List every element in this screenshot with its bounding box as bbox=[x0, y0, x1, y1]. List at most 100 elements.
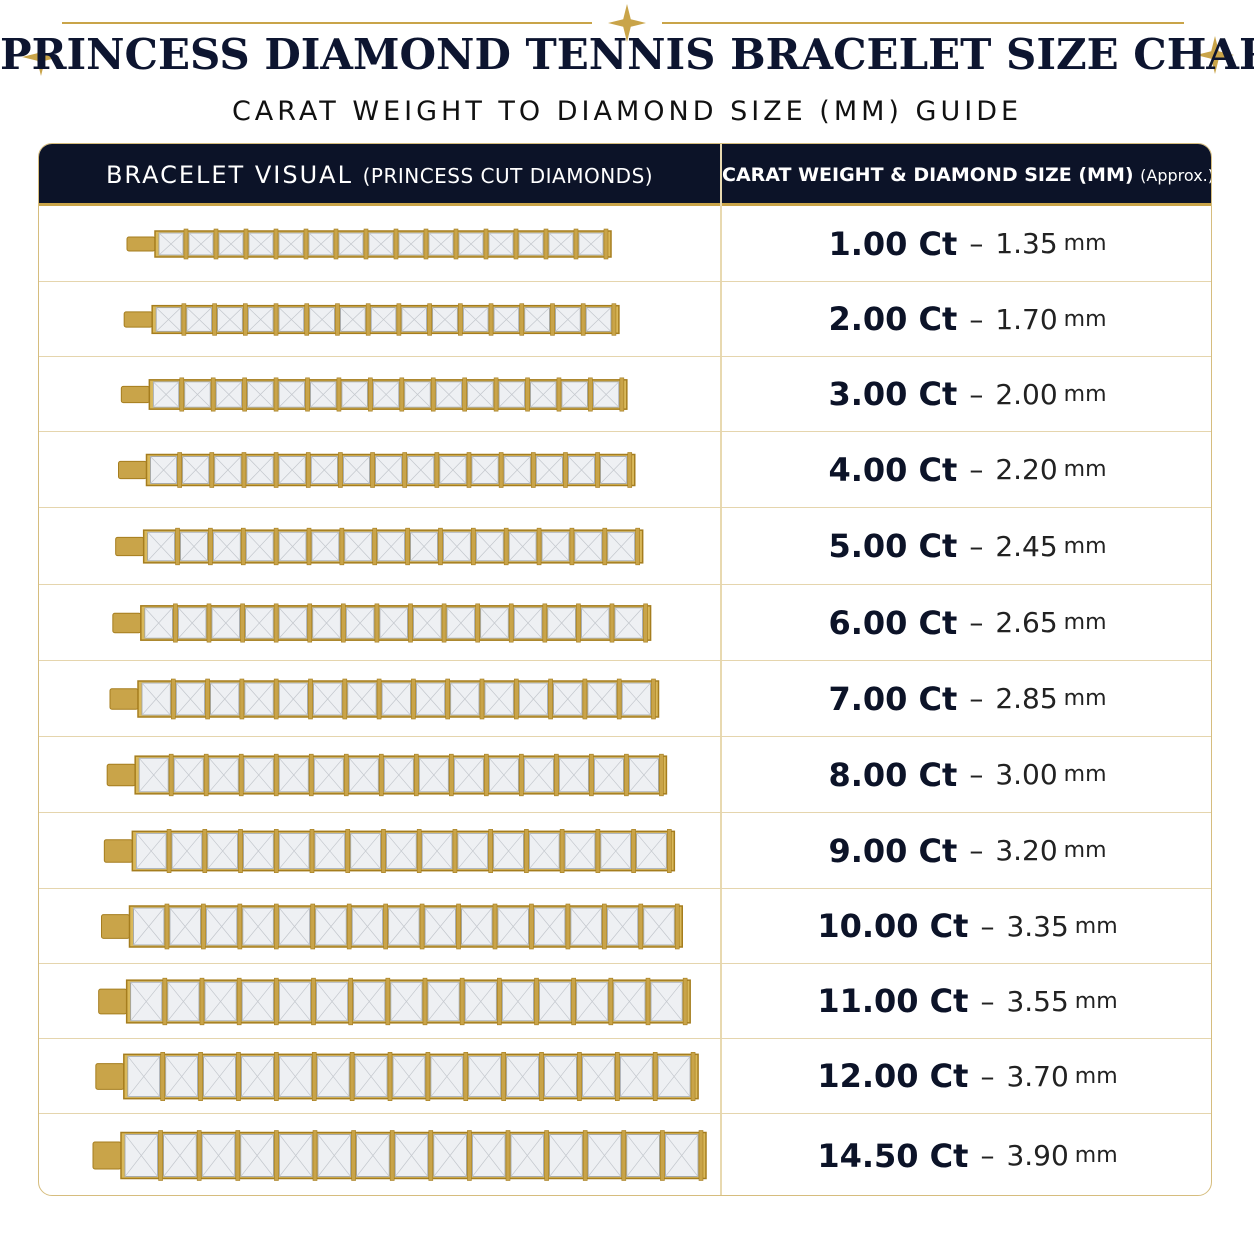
diamond-facet bbox=[340, 307, 366, 332]
prong-link bbox=[181, 303, 187, 336]
separator-dash: – bbox=[980, 984, 995, 1018]
prong-link bbox=[274, 903, 279, 950]
clasp-icon bbox=[118, 460, 147, 480]
diamond-facet bbox=[390, 981, 423, 1022]
size-unit: mm bbox=[1074, 988, 1118, 1014]
carat-size-cell: 10.00 Ct –3.35 mm bbox=[722, 889, 1211, 963]
prong-link bbox=[595, 829, 601, 873]
diamond-facet bbox=[416, 682, 445, 716]
diamond-facet bbox=[607, 531, 635, 562]
prong-link bbox=[198, 1052, 203, 1101]
diamond-facet bbox=[480, 607, 509, 639]
diamond-facet bbox=[279, 1056, 312, 1097]
diamond-facet bbox=[433, 1134, 467, 1177]
prong-link bbox=[608, 977, 614, 1026]
column-header-carat-note: (Approx.) bbox=[1140, 166, 1212, 185]
diamond-facet bbox=[513, 607, 543, 639]
prong-link bbox=[544, 1130, 549, 1181]
prong-link bbox=[479, 678, 485, 720]
prong-link bbox=[416, 829, 422, 873]
diamond-facet bbox=[341, 381, 368, 408]
diamond-facet bbox=[242, 907, 274, 946]
diamond-facet bbox=[349, 757, 379, 793]
diamond-facet bbox=[215, 381, 242, 408]
prong-link bbox=[368, 377, 373, 412]
table-row: 10.00 Ct –3.35 mm bbox=[39, 889, 1211, 964]
diamond-facet bbox=[428, 232, 454, 256]
diamond-facet bbox=[278, 833, 310, 869]
prong-link bbox=[210, 377, 216, 412]
diamond-facet bbox=[585, 307, 612, 332]
prong-link bbox=[524, 829, 529, 873]
prong-link bbox=[603, 228, 609, 260]
prong-link bbox=[304, 303, 310, 336]
clasp-icon bbox=[115, 536, 145, 557]
prong-link bbox=[241, 452, 247, 488]
diamond-facet bbox=[568, 456, 595, 484]
bracelet-illustration bbox=[106, 753, 668, 797]
separator-dash: – bbox=[969, 377, 984, 411]
diamond-facet bbox=[246, 456, 274, 484]
separator-dash: – bbox=[969, 227, 984, 260]
diamond-facet bbox=[278, 381, 305, 408]
prong-link bbox=[363, 228, 369, 260]
diamond-facet bbox=[241, 1056, 274, 1097]
diamond-size: 3.70 bbox=[1006, 1059, 1069, 1093]
prong-link bbox=[463, 1052, 469, 1101]
diamond-facet bbox=[430, 1056, 464, 1097]
bracelet-illustration bbox=[92, 1130, 707, 1181]
prong-link bbox=[513, 228, 519, 260]
diamond-facet bbox=[314, 833, 346, 869]
prong-link bbox=[239, 678, 245, 720]
diamond-facet bbox=[279, 981, 311, 1022]
prong-link bbox=[243, 303, 248, 336]
prong-link bbox=[497, 977, 502, 1026]
prong-link bbox=[173, 603, 178, 643]
diamond-facet bbox=[392, 1056, 426, 1097]
diamond-size: 2.65 bbox=[995, 606, 1058, 639]
clasp-icon bbox=[103, 839, 133, 863]
size-unit: mm bbox=[1074, 1143, 1118, 1168]
diamond-facet bbox=[243, 833, 274, 869]
diamond-facet bbox=[463, 307, 489, 332]
separator-dash: – bbox=[980, 909, 995, 943]
prong-link bbox=[475, 603, 480, 643]
diamond-facet bbox=[343, 456, 370, 484]
carat-size-cell: 7.00 Ct –2.85 mm bbox=[722, 661, 1211, 736]
prong-link bbox=[423, 228, 429, 260]
prong-link bbox=[452, 829, 458, 873]
prong-link bbox=[393, 228, 399, 260]
diamond-size: 2.00 bbox=[995, 377, 1058, 411]
carat-weight: 11.00 Ct bbox=[817, 982, 969, 1020]
column-header-visual: BRACELET VISUAL (PRINCESS CUT DIAMONDS) bbox=[39, 144, 720, 203]
diamond-facet bbox=[186, 307, 212, 332]
prong-link bbox=[164, 903, 170, 950]
prong-link bbox=[602, 527, 608, 566]
prong-link bbox=[445, 678, 451, 720]
diamond-facet bbox=[368, 232, 394, 256]
prong-link bbox=[345, 829, 351, 873]
prong-link bbox=[349, 1052, 355, 1101]
prong-link bbox=[438, 527, 443, 566]
diamond-facet bbox=[443, 531, 471, 562]
diamond-facet bbox=[176, 682, 205, 716]
diamond-facet bbox=[435, 381, 462, 408]
diamond-facet bbox=[310, 381, 337, 408]
diamond-facet bbox=[388, 907, 420, 946]
diamond-facet bbox=[461, 907, 493, 946]
carat-size-cell: 3.00 Ct –2.00 mm bbox=[722, 357, 1211, 431]
title-rule-right bbox=[662, 22, 1184, 24]
diamond-facet bbox=[240, 1134, 274, 1177]
prong-link bbox=[333, 228, 339, 260]
prong-link bbox=[441, 603, 447, 643]
diamond-facet bbox=[578, 232, 604, 256]
prong-link bbox=[519, 753, 524, 797]
diamond-facet bbox=[539, 981, 571, 1022]
diamond-facet bbox=[309, 307, 335, 332]
prong-link bbox=[674, 903, 680, 950]
prong-link bbox=[308, 678, 313, 720]
prong-link bbox=[158, 1130, 163, 1181]
diamond-facet bbox=[421, 833, 453, 869]
prong-link bbox=[303, 228, 309, 260]
prong-link bbox=[365, 303, 371, 336]
